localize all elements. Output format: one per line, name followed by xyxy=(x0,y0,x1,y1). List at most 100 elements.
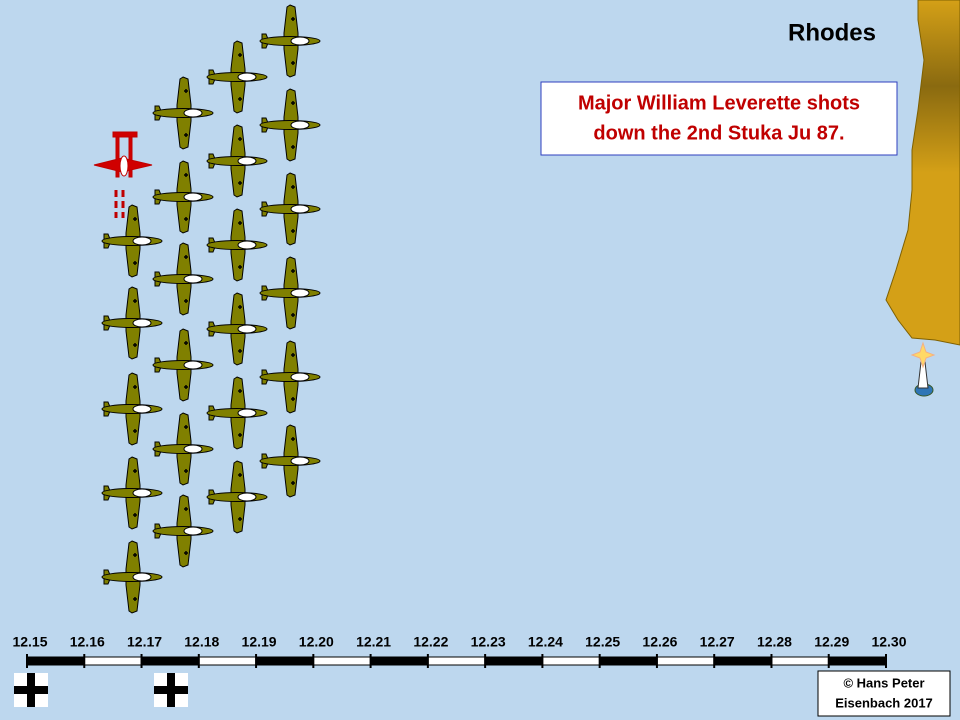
stuka-cross xyxy=(133,553,137,601)
stuka-cross xyxy=(133,469,137,517)
caption-box xyxy=(540,81,898,156)
stuka-body xyxy=(152,526,214,536)
stuka-canopy xyxy=(290,456,310,466)
stuka xyxy=(206,376,268,450)
stuka-canopy xyxy=(237,492,257,502)
timeline-segment xyxy=(599,656,658,666)
timeline-label: 12.25 xyxy=(585,634,620,650)
stuka-body xyxy=(206,492,268,502)
stuka-body xyxy=(101,318,163,328)
stuka-cross xyxy=(238,53,242,101)
timeline-segment xyxy=(83,656,143,666)
stuka-cross xyxy=(238,473,242,521)
timeline-label: 12.27 xyxy=(700,634,735,650)
stuka xyxy=(206,292,268,366)
credit-line: Eisenbach 2017 xyxy=(835,695,933,710)
stuka-canopy xyxy=(132,404,152,414)
lighthouse xyxy=(910,341,936,397)
stuka xyxy=(206,208,268,282)
timeline-label: 12.16 xyxy=(70,634,105,650)
stuka xyxy=(152,412,214,486)
stuka-cross xyxy=(133,299,137,347)
timeline-label: 12.21 xyxy=(356,634,391,650)
stuka-canopy xyxy=(132,572,152,582)
stuka xyxy=(101,540,163,614)
caption-line: Major William Leverette shots xyxy=(578,92,860,114)
stuka-cross xyxy=(238,305,242,353)
stuka-canopy xyxy=(183,444,203,454)
timeline-segment xyxy=(770,656,830,666)
stuka-canopy xyxy=(237,408,257,418)
stuka-body xyxy=(152,108,214,118)
stuka-canopy xyxy=(237,72,257,82)
credit-box xyxy=(817,670,951,717)
stuka-cross xyxy=(133,385,137,433)
stuka-cross xyxy=(184,507,188,555)
stuka-cross xyxy=(291,17,295,65)
stuka xyxy=(101,286,163,360)
stuka-canopy xyxy=(290,372,310,382)
timeline: 12.15 12.16 12.17 12.18 12.19 12.20 12.21 12.22… xyxy=(12,634,907,668)
timeline-label: 12.18 xyxy=(184,634,219,650)
stuka-body xyxy=(259,36,321,46)
timeline-segment xyxy=(255,656,314,666)
stuka-canopy xyxy=(183,526,203,536)
formation xyxy=(101,4,321,614)
timeline-label: 12.26 xyxy=(642,634,677,650)
stuka-body xyxy=(259,372,321,382)
stuka-cross xyxy=(291,269,295,317)
stuka-body xyxy=(101,404,163,414)
caption-line: down the 2nd Stuka Ju 87. xyxy=(593,122,844,144)
stuka-body xyxy=(206,156,268,166)
stuka-canopy xyxy=(290,120,310,130)
stuka-canopy xyxy=(183,274,203,284)
stuka-body xyxy=(259,456,321,466)
stuka-canopy xyxy=(237,240,257,250)
timeline-segment xyxy=(312,656,372,666)
location-title: Rhodes xyxy=(788,19,876,46)
stuka-body xyxy=(259,120,321,130)
stuka-canopy xyxy=(132,488,152,498)
stuka-cross xyxy=(238,221,242,269)
timeline-label: 12.29 xyxy=(814,634,849,650)
stuka-canopy xyxy=(290,36,310,46)
stuka-body xyxy=(101,488,163,498)
stuka-cross xyxy=(184,425,188,473)
stuka xyxy=(101,456,163,530)
timeline-label: 12.15 xyxy=(12,634,47,650)
stuka xyxy=(152,494,214,568)
stuka xyxy=(152,242,214,316)
stuka xyxy=(259,172,321,246)
stuka-canopy xyxy=(183,108,203,118)
credit-line: © Hans Peter xyxy=(843,675,924,690)
timeline-label: 12.24 xyxy=(528,634,563,650)
stuka-body xyxy=(206,408,268,418)
stuka-body xyxy=(152,444,214,454)
stuka-cross xyxy=(238,389,242,437)
timeline-segment xyxy=(713,656,772,666)
stuka-cross xyxy=(133,217,137,265)
stuka-body xyxy=(206,72,268,82)
stuka-canopy xyxy=(290,204,310,214)
stuka-cross xyxy=(184,255,188,303)
timeline-segment xyxy=(370,656,429,666)
stuka-cross xyxy=(238,137,242,185)
stuka-body xyxy=(259,204,321,214)
island xyxy=(885,0,960,346)
stuka xyxy=(101,372,163,446)
stuka-body xyxy=(101,572,163,582)
stuka-body xyxy=(206,240,268,250)
timeline-segment xyxy=(26,656,85,666)
timeline-label: 12.20 xyxy=(299,634,334,650)
timeline-segment xyxy=(141,656,200,666)
stuka xyxy=(259,256,321,330)
timeline-label: 12.30 xyxy=(871,634,906,650)
stuka-canopy xyxy=(237,156,257,166)
timeline-segment xyxy=(828,656,887,666)
stuka-cross xyxy=(184,173,188,221)
timeline-label: 12.23 xyxy=(471,634,506,650)
stuka xyxy=(259,88,321,162)
stuka-cross xyxy=(184,89,188,137)
stuka-cross xyxy=(291,353,295,401)
